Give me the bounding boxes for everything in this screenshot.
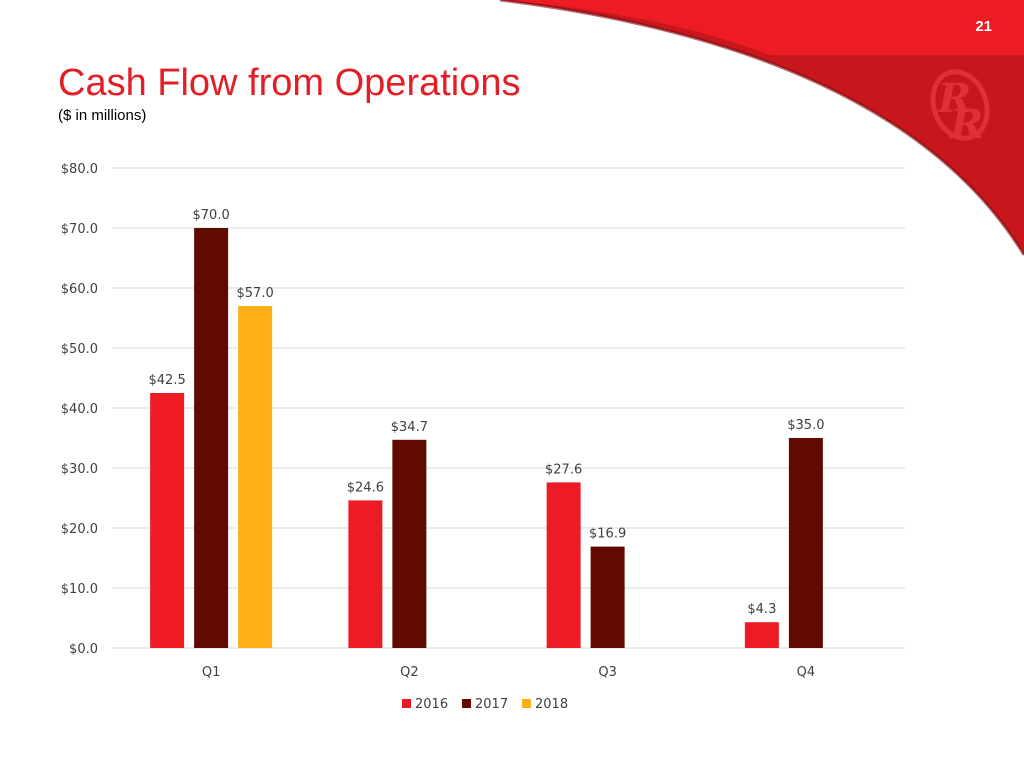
y-tick-label: $80.0 bbox=[61, 162, 98, 177]
legend-swatch-2018 bbox=[522, 699, 531, 708]
data-label: $27.6 bbox=[545, 462, 582, 477]
x-tick-label: Q4 bbox=[797, 665, 816, 680]
bar-2018-Q1 bbox=[238, 306, 273, 648]
data-label: $57.0 bbox=[237, 286, 274, 301]
y-tick-label: $50.0 bbox=[61, 342, 98, 357]
svg-text:R: R bbox=[937, 75, 971, 122]
x-tick-label: Q1 bbox=[202, 665, 221, 680]
bar-2016-Q3 bbox=[546, 482, 581, 648]
svg-text:R: R bbox=[949, 101, 983, 148]
data-label: $70.0 bbox=[193, 208, 230, 223]
x-tick-label: Q2 bbox=[400, 665, 419, 680]
bar-2017-Q3 bbox=[590, 546, 625, 648]
page-title: Cash Flow from Operations bbox=[58, 62, 521, 104]
legend-swatch-2016 bbox=[402, 699, 411, 708]
data-label: $42.5 bbox=[149, 373, 186, 388]
page-number: 21 bbox=[975, 18, 992, 35]
bar-2016-Q1 bbox=[150, 393, 185, 648]
bar-2016-Q2 bbox=[348, 500, 383, 648]
legend-label: 2016 bbox=[415, 697, 448, 712]
legend-swatch-2017 bbox=[462, 699, 471, 708]
bar-2017-Q4 bbox=[788, 438, 823, 648]
bar-2017-Q2 bbox=[392, 439, 427, 648]
y-tick-label: $0.0 bbox=[69, 642, 98, 657]
y-tick-label: $40.0 bbox=[61, 402, 98, 417]
rr-logo-icon: R R bbox=[930, 69, 990, 148]
y-tick-label: $70.0 bbox=[61, 222, 98, 237]
bar-2017-Q1 bbox=[194, 228, 229, 648]
x-tick-label: Q3 bbox=[598, 665, 617, 680]
y-tick-label: $20.0 bbox=[61, 522, 98, 537]
data-label: $35.0 bbox=[787, 418, 824, 433]
y-tick-label: $30.0 bbox=[61, 462, 98, 477]
data-label: $16.9 bbox=[589, 527, 626, 542]
data-label: $34.7 bbox=[391, 420, 428, 435]
y-tick-label: $10.0 bbox=[61, 582, 98, 597]
y-tick-label: $60.0 bbox=[61, 282, 98, 297]
data-label: $4.3 bbox=[747, 602, 776, 617]
data-label: $24.6 bbox=[347, 480, 384, 495]
legend-label: 2017 bbox=[475, 697, 508, 712]
page-subtitle: ($ in millions) bbox=[58, 107, 147, 124]
legend-label: 2018 bbox=[535, 697, 568, 712]
bar-2016-Q4 bbox=[744, 622, 779, 648]
